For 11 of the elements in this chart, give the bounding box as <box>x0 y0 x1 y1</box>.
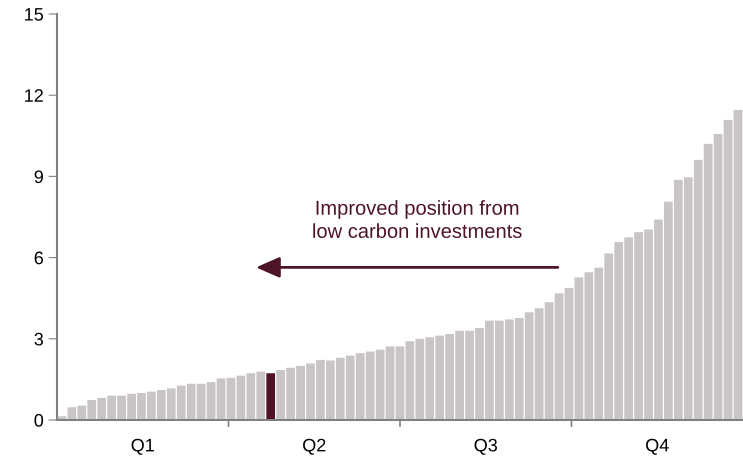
annotation: Improved position from low carbon investments <box>313 200 522 238</box>
text: Q2 <box>303 438 326 455</box>
y-tick-label: 0 <box>34 414 44 427</box>
text: Q1 <box>132 438 154 455</box>
text: Q3 <box>474 438 497 455</box>
y-tick-label: 6 <box>34 252 44 264</box>
text: Q4 <box>646 438 669 455</box>
y-tick-label: 3 <box>34 332 44 346</box>
y-tick-label: 9 <box>34 170 43 184</box>
y-tick-label: 15 <box>25 8 44 21</box>
y-tick-label: 12 <box>25 89 43 102</box>
